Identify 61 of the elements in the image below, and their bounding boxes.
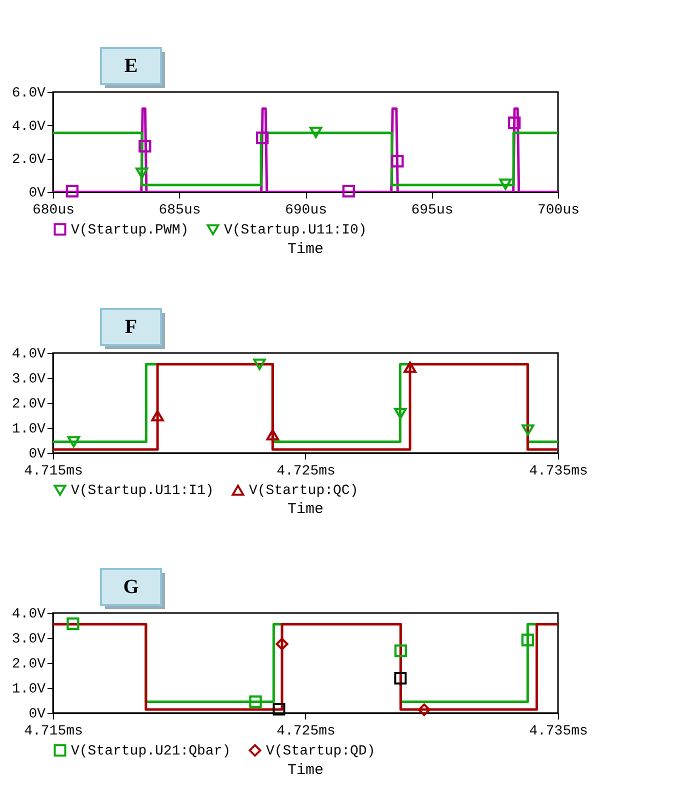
x-tick-label: 4.715ms bbox=[24, 464, 83, 480]
y-tick-label: 2.0V bbox=[12, 396, 46, 412]
y-tick-label: 0V bbox=[28, 706, 46, 722]
legend-label: V(Startup.PWM) bbox=[71, 222, 189, 238]
point bbox=[394, 672, 407, 684]
x-axis-title: Time bbox=[287, 762, 324, 779]
point bbox=[66, 617, 80, 630]
legend-label: V(Startup.U21:Qbar) bbox=[71, 743, 231, 760]
x-tick-label: 690us bbox=[284, 202, 328, 218]
point bbox=[404, 362, 416, 373]
y-tick-label: 4.0V bbox=[12, 346, 46, 362]
x-tick-label: 680us bbox=[32, 202, 75, 218]
text: E bbox=[124, 55, 138, 77]
legend-label: V(Startup:QC) bbox=[249, 483, 358, 500]
y-tick-label: 2.0V bbox=[12, 656, 46, 672]
point bbox=[276, 638, 288, 650]
y-tick-label: 4.0V bbox=[12, 606, 46, 622]
point bbox=[272, 703, 286, 716]
x-axis-title: Time bbox=[287, 501, 324, 518]
y-tick-label: 6.0V bbox=[12, 86, 46, 102]
point bbox=[508, 116, 521, 130]
point bbox=[151, 410, 164, 422]
x-tick-label: 700us bbox=[537, 202, 580, 218]
legend-label: V(Startup.U11:I0) bbox=[224, 222, 367, 239]
y-tick-label: 1.0V bbox=[12, 682, 46, 698]
x-tick-label: 4.725ms bbox=[276, 464, 336, 480]
point bbox=[136, 168, 148, 179]
x-axis-title: Time bbox=[287, 241, 324, 258]
y-tick-label: 3.0V bbox=[12, 632, 46, 648]
y-tick-label: 0V bbox=[28, 186, 46, 202]
x-tick-label: 695us bbox=[411, 202, 454, 218]
x-tick-label: 4.735ms bbox=[529, 464, 588, 480]
point bbox=[522, 424, 534, 436]
x-tick-label: 4.735ms bbox=[529, 724, 588, 740]
legend-label: V(Startup:QD) bbox=[266, 743, 376, 760]
y-tick-label: 0V bbox=[28, 446, 46, 462]
x-tick-label: 685us bbox=[158, 202, 201, 218]
point bbox=[310, 126, 322, 138]
point bbox=[253, 358, 266, 370]
point bbox=[499, 178, 512, 190]
point bbox=[394, 408, 407, 420]
point bbox=[138, 140, 152, 153]
point bbox=[266, 429, 280, 440]
legend-label: V(Startup.U11:I1) bbox=[71, 483, 214, 500]
x-tick-label: 4.715ms bbox=[24, 724, 83, 740]
point bbox=[249, 695, 262, 708]
y-tick-label: 1.0V bbox=[12, 422, 46, 438]
point bbox=[342, 184, 356, 198]
point bbox=[521, 634, 534, 646]
x-tick-label: 4.725ms bbox=[276, 724, 336, 740]
y-tick-label: 2.0V bbox=[12, 152, 46, 168]
point bbox=[256, 131, 269, 144]
point bbox=[418, 703, 431, 716]
text: F bbox=[124, 316, 138, 338]
y-tick-label: 3.0V bbox=[12, 372, 46, 388]
point bbox=[67, 436, 80, 448]
y-tick-label: 4.0V bbox=[12, 118, 46, 135]
point bbox=[391, 154, 404, 168]
text: G bbox=[123, 576, 140, 598]
point bbox=[394, 644, 408, 658]
point bbox=[66, 184, 79, 198]
